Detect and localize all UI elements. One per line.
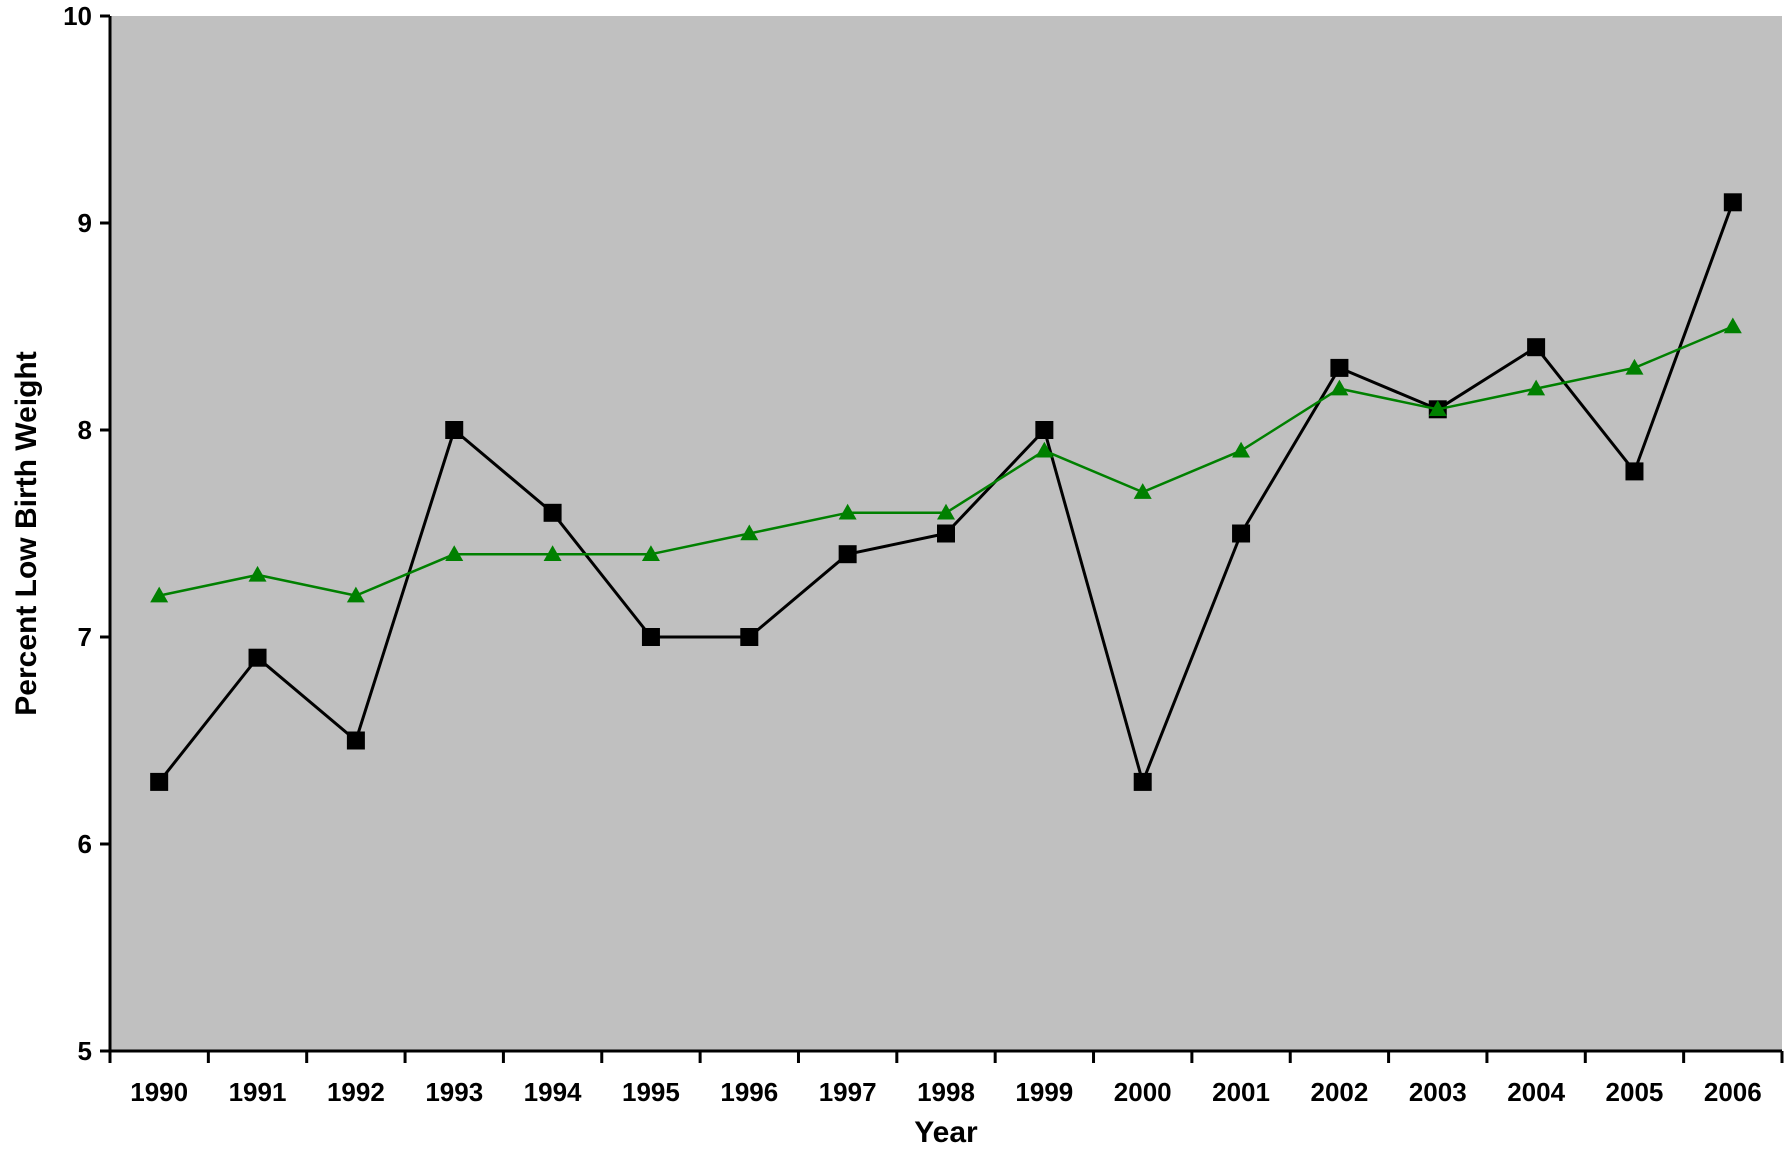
y-tick-label: 7 [78, 622, 92, 652]
series-1-point [1723, 193, 1742, 212]
series-layer [150, 193, 1742, 791]
series-1-point [1232, 524, 1251, 543]
x-tick-label: 1991 [229, 1077, 287, 1107]
x-tick-label: 2006 [1704, 1077, 1762, 1107]
series-1-point [641, 628, 660, 646]
x-tick-label: 2002 [1310, 1077, 1368, 1107]
x-tick-label: 1999 [1015, 1077, 1073, 1107]
x-axis-ticks: 1990 1991 1992 1993 1994 1995 1996 1997 1998 1999… [108, 1051, 1784, 1107]
y-tick-label: 6 [78, 829, 92, 859]
series-2-point [1035, 441, 1054, 458]
x-tick-label: 1990 [130, 1077, 188, 1107]
x-tick-label: 1995 [622, 1077, 680, 1107]
x-tick-label: 2003 [1409, 1077, 1467, 1107]
series-1-point [838, 545, 857, 564]
y-axis-title: Percent Low Birth Weight [10, 351, 43, 715]
series-2-point [150, 586, 169, 603]
series-1-point [1527, 338, 1546, 357]
series-2-point [1428, 400, 1447, 417]
y-tick-label: 5 [78, 1036, 92, 1066]
x-tick-label: 2004 [1507, 1077, 1565, 1107]
series-1-point [248, 648, 267, 667]
series-2-point [641, 545, 660, 561]
x-axis-title: Year [914, 1116, 978, 1149]
series-2-point [346, 586, 365, 603]
series-1-point [150, 772, 169, 791]
x-tick-label: 1994 [524, 1077, 582, 1107]
series-2-point [1723, 317, 1742, 334]
series-1-point [1330, 358, 1349, 377]
series-1 [150, 193, 1742, 791]
series-2-point [1330, 379, 1349, 396]
series-2-point [445, 545, 464, 561]
y-tick-label: 10 [63, 1, 92, 31]
x-tick-label: 2001 [1212, 1077, 1270, 1107]
x-tick-label: 1993 [425, 1077, 483, 1107]
x-tick-label: 1997 [819, 1077, 877, 1107]
series-2-point [248, 565, 267, 582]
x-tick-label: 1998 [917, 1077, 975, 1107]
series-2-point [1133, 483, 1152, 499]
series-2-point [1527, 379, 1546, 396]
series-2-point [543, 545, 562, 561]
series-2-point [838, 503, 857, 520]
x-tick-label: 1996 [720, 1077, 778, 1107]
x-tick-label: 2005 [1606, 1077, 1664, 1107]
series-1-point [445, 421, 464, 439]
series-2 [150, 317, 1742, 603]
x-tick-label: 1992 [327, 1077, 385, 1107]
series-1-point [543, 503, 562, 522]
y-axis-ticks: 5 6 7 8 9 10 [63, 1, 110, 1066]
series-1-point [1035, 421, 1054, 439]
series-1-point [346, 731, 365, 750]
series-2-point [1625, 358, 1644, 375]
series-2-point [740, 524, 759, 541]
series-2-point [937, 503, 955, 520]
series-1-point [1625, 462, 1644, 481]
series-1-point [740, 628, 759, 646]
series-1-point [937, 524, 955, 543]
series-1-point [1133, 772, 1152, 791]
series-2-point [1232, 441, 1251, 458]
y-tick-label: 9 [78, 208, 92, 238]
y-tick-label: 8 [78, 415, 92, 445]
x-tick-label: 2000 [1114, 1077, 1172, 1107]
